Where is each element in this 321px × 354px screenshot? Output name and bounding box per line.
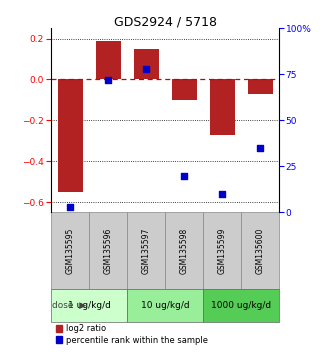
Bar: [210, 79, 235, 135]
Bar: [203, 212, 241, 289]
Title: GDS2924 / 5718: GDS2924 / 5718: [114, 15, 217, 28]
Bar: [241, 212, 279, 289]
Point: [182, 173, 187, 178]
Bar: [248, 79, 273, 94]
Text: GSM135598: GSM135598: [180, 228, 189, 274]
Point: [106, 77, 111, 83]
Point: [144, 66, 149, 72]
Text: GSM135599: GSM135599: [218, 228, 227, 274]
Legend: log2 ratio, percentile rank within the sample: log2 ratio, percentile rank within the s…: [56, 324, 208, 344]
Point: [68, 204, 73, 210]
Point: [258, 145, 263, 151]
Bar: [58, 79, 83, 192]
Bar: [96, 41, 121, 79]
Text: GSM135596: GSM135596: [104, 228, 113, 274]
Text: 1000 ug/kg/d: 1000 ug/kg/d: [211, 301, 271, 310]
Bar: [203, 289, 279, 322]
Bar: [134, 49, 159, 79]
Text: 10 ug/kg/d: 10 ug/kg/d: [141, 301, 190, 310]
Bar: [51, 289, 127, 322]
Text: dose  ▶: dose ▶: [52, 301, 86, 310]
Text: GSM135597: GSM135597: [142, 228, 151, 274]
Bar: [172, 79, 197, 100]
Point: [220, 191, 225, 197]
Bar: [51, 212, 89, 289]
Text: GSM135600: GSM135600: [256, 228, 265, 274]
Text: GSM135595: GSM135595: [66, 228, 75, 274]
Bar: [127, 212, 165, 289]
Bar: [127, 289, 203, 322]
Bar: [165, 212, 203, 289]
Bar: [89, 212, 127, 289]
Text: 1 ug/kg/d: 1 ug/kg/d: [68, 301, 111, 310]
